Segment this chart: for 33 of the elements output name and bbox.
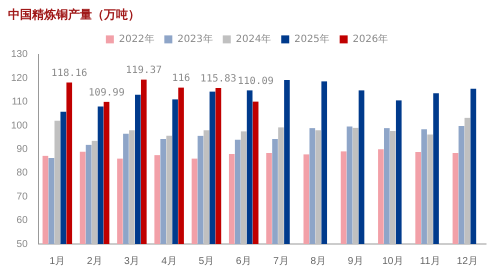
chart-title: 中国精炼铜产量（万吨） (8, 7, 140, 22)
data-label: 116 (172, 73, 190, 84)
y-tick-label: 90 (16, 144, 28, 155)
data-label: 115.83 (200, 74, 236, 85)
y-tick-label: 70 (16, 191, 28, 202)
x-tick-label: 4月 (161, 256, 177, 267)
legend-label: 2022年 (118, 32, 154, 45)
data-label: 109.99 (88, 87, 125, 98)
x-tick-label: 6月 (236, 256, 252, 267)
y-tick-label: 50 (16, 238, 28, 250)
x-tick-label: 11月 (420, 256, 440, 267)
data-label: 110.09 (238, 76, 274, 88)
legend-label: 2026年 (352, 32, 388, 45)
x-tick-label: 7月 (273, 256, 289, 267)
x-tick-label: 9月 (348, 256, 364, 267)
x-tick-label: 8月 (310, 256, 326, 267)
data-label: 119.37 (126, 65, 162, 76)
x-tick-label: 3月 (124, 256, 140, 267)
y-tick-label: 80 (16, 168, 28, 179)
legend-label: 2024年 (236, 32, 272, 45)
y-tick-label: 100 (10, 120, 28, 132)
data-label: 118.16 (51, 68, 88, 80)
y-tick-label: 120 (10, 72, 28, 84)
y-tick-label: 130 (10, 49, 28, 60)
y-tick-label: 110 (12, 96, 28, 108)
y-tick-label: 60 (16, 215, 28, 226)
x-tick-label: 5月 (198, 256, 214, 267)
legend-label: 2025年 (294, 32, 330, 45)
legend-label: 2023年 (177, 32, 213, 45)
x-tick-label: 12月 (456, 256, 478, 267)
x-tick-label: 2月 (86, 256, 102, 267)
x-tick-label: 10月 (382, 256, 404, 267)
x-tick-label: 1月 (50, 256, 66, 267)
